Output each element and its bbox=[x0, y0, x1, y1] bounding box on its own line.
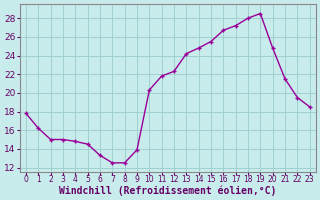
X-axis label: Windchill (Refroidissement éolien,°C): Windchill (Refroidissement éolien,°C) bbox=[59, 185, 276, 196]
